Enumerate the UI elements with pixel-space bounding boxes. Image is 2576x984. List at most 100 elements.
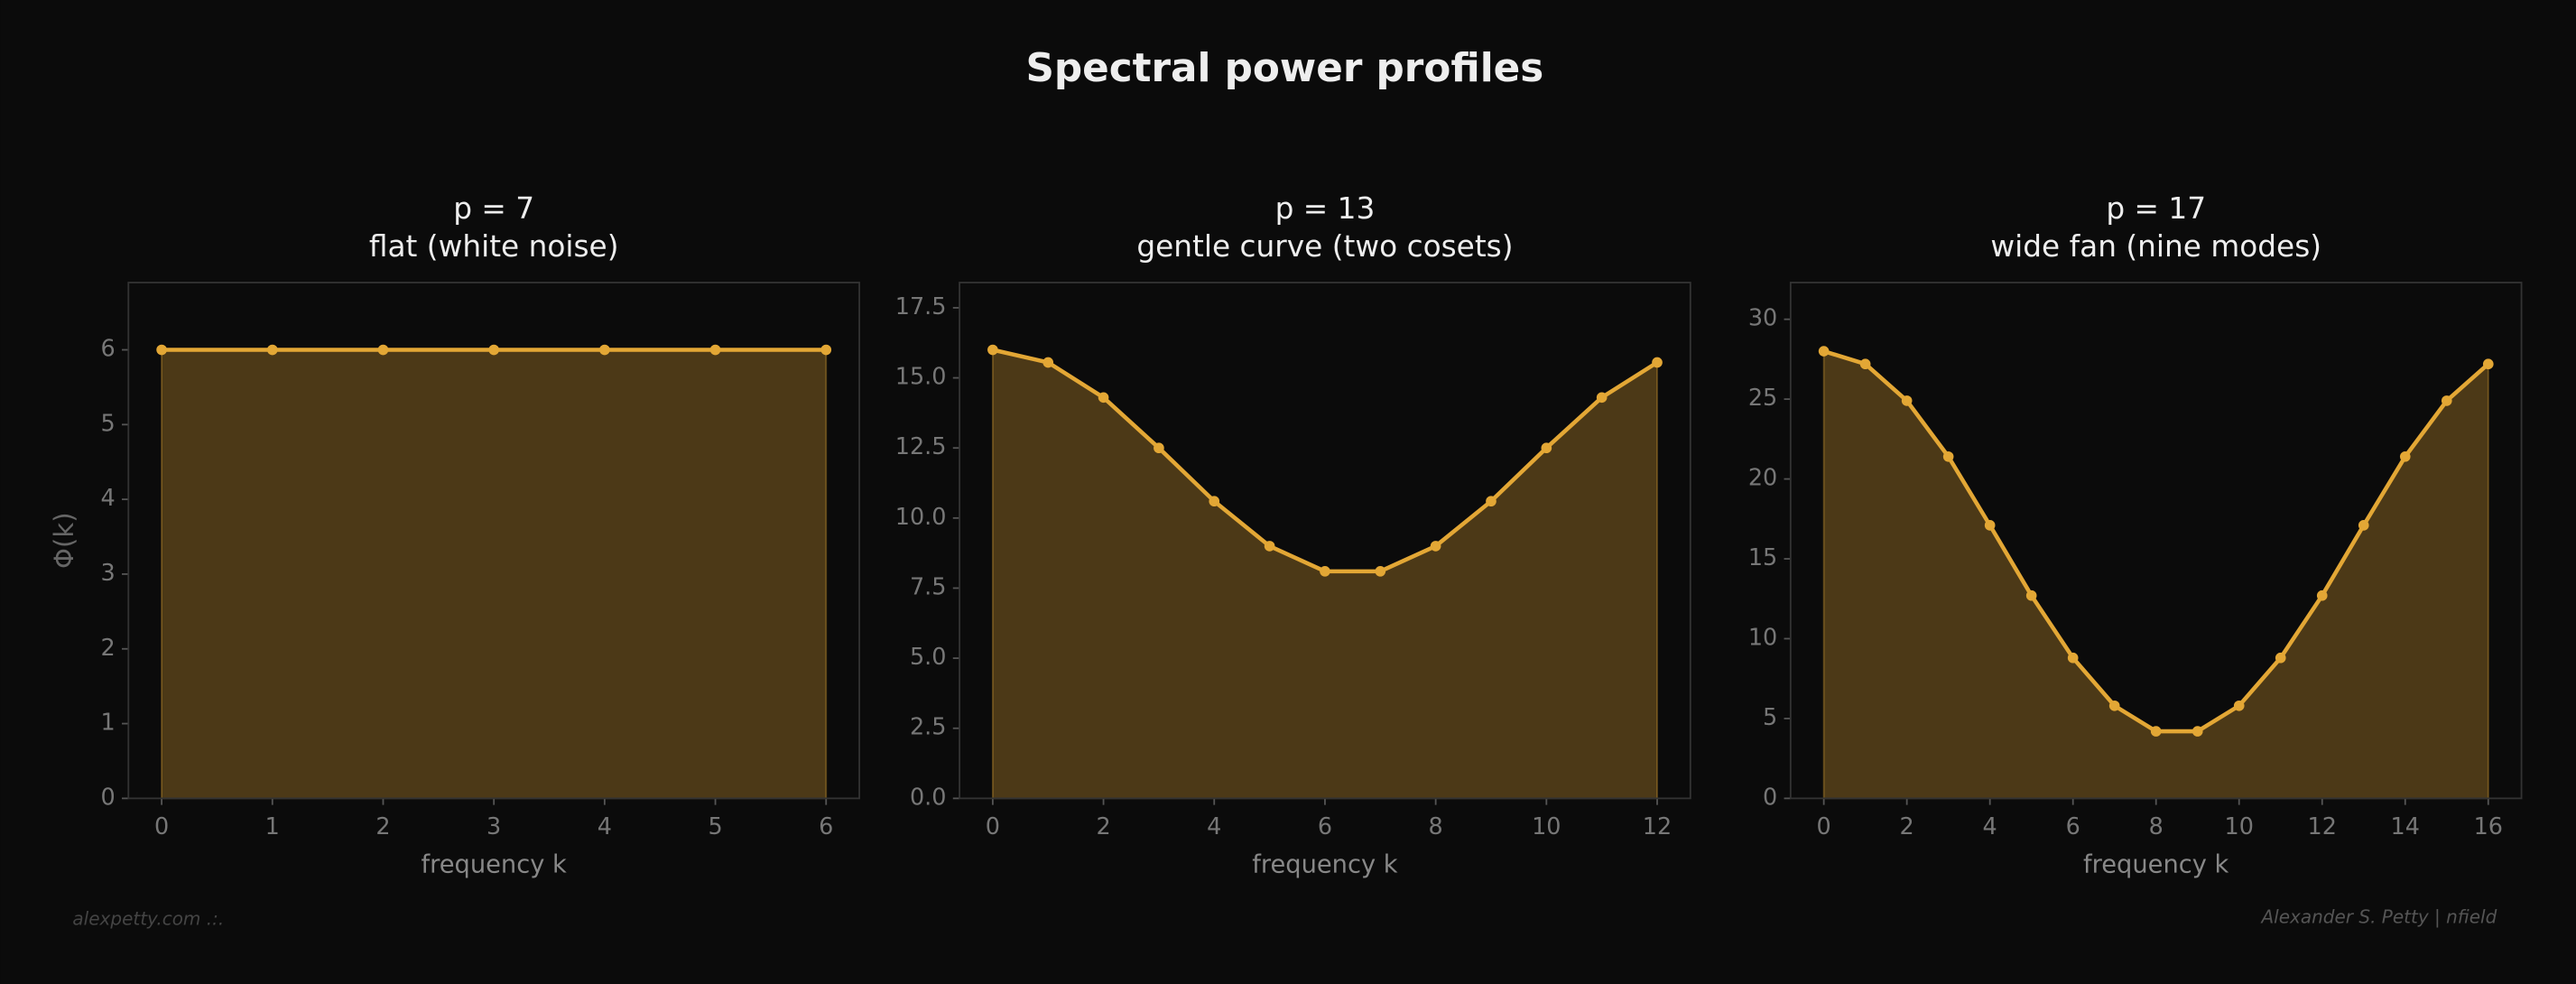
y-tick-label: 0 [101, 784, 116, 811]
point [1596, 392, 1608, 404]
y-tick-label: 20 [1748, 465, 1777, 492]
point [2191, 726, 2203, 737]
point [1486, 496, 1496, 507]
x-tick-label: 10 [1532, 813, 1561, 840]
x-tick-label: 3 [486, 813, 501, 840]
point [2233, 700, 2245, 711]
x-tick-label: 4 [1207, 813, 1221, 840]
point [2399, 450, 2411, 462]
x-tick-label: 8 [1429, 813, 1443, 840]
y-tick-label: 15.0 [895, 364, 947, 391]
point [709, 344, 721, 356]
x-tick-label: 2 [1096, 813, 1110, 840]
x-tick-label: 0 [154, 813, 169, 840]
point [1042, 357, 1054, 368]
y-tick-label: 25 [1748, 385, 1777, 412]
y-tick-label: 6 [101, 336, 116, 363]
x-tick-label: 12 [2308, 813, 2337, 840]
y-tick-label: 5 [1763, 704, 1777, 731]
x-tick-label: 4 [598, 813, 612, 840]
y-tick-label: 17.5 [895, 293, 947, 320]
y-tick-label: 5 [101, 410, 116, 437]
x-tick-label: 6 [2066, 813, 2080, 840]
point [2025, 589, 2037, 601]
x-axis-label: frequency k [1252, 850, 1398, 878]
x-axis-label: frequency k [422, 850, 568, 878]
point [1652, 357, 1663, 368]
axes-frame [1789, 282, 2523, 800]
y-tick-label: 7.5 [910, 573, 947, 600]
x-tick-label: 6 [1318, 813, 1332, 840]
axes-frame [959, 282, 1691, 800]
y-tick-label: 4 [101, 485, 116, 512]
x-tick-label: 2 [1900, 813, 1914, 840]
x-tick-label: 12 [1643, 813, 1672, 840]
point [2150, 726, 2162, 737]
point [2482, 358, 2494, 370]
x-tick-label: 4 [1983, 813, 1997, 840]
y-tick-label: 10.0 [895, 504, 947, 531]
y-tick-label: 3 [101, 560, 116, 587]
point [1942, 450, 1954, 462]
x-tick-label: 14 [2391, 813, 2420, 840]
x-tick-label: 6 [819, 813, 833, 840]
point [1984, 520, 1996, 531]
y-tick-label: 10 [1748, 624, 1777, 651]
y-tick-label: 2.5 [910, 714, 947, 741]
point [156, 344, 167, 356]
point [2067, 652, 2079, 664]
point [1209, 496, 1220, 507]
point [266, 344, 278, 356]
footer-left: alexpetty.com .:. [72, 908, 224, 930]
x-tick-label: 5 [708, 813, 722, 840]
point [820, 344, 832, 356]
subplot-subtitle: flat (white noise) [369, 229, 619, 264]
point [2358, 520, 2369, 531]
point [1901, 395, 1913, 406]
area-fill [161, 348, 828, 800]
point [488, 344, 499, 356]
x-tick-label: 2 [375, 813, 390, 840]
point [1541, 442, 1552, 454]
x-tick-label: 1 [265, 813, 280, 840]
y-tick-label: 0.0 [910, 784, 947, 811]
figure-title: Spectral power profiles [1025, 45, 1543, 91]
subplot-title: p = 7 [453, 191, 534, 226]
point [1320, 566, 1330, 577]
point [599, 344, 610, 356]
y-tick-label: 5.0 [910, 644, 947, 671]
axes-frame [127, 282, 860, 800]
point [1859, 358, 1871, 370]
point [2441, 395, 2452, 406]
point [2275, 652, 2286, 664]
subplot-subtitle: wide fan (nine modes) [1990, 229, 2321, 264]
y-axis-label: Φ(k) [49, 512, 79, 568]
y-tick-label: 30 [1748, 305, 1777, 332]
point [377, 344, 389, 356]
subplot-title: p = 13 [1275, 191, 1376, 226]
subplot-title: p = 17 [2106, 191, 2206, 226]
x-tick-label: 8 [2149, 813, 2164, 840]
subplot-subtitle: gentle curve (two cosets) [1136, 229, 1513, 264]
x-tick-label: 10 [2225, 813, 2254, 840]
point [2108, 700, 2120, 711]
y-tick-label: 1 [101, 710, 116, 737]
point [987, 344, 998, 356]
x-tick-label: 0 [986, 813, 1000, 840]
point [2316, 589, 2328, 601]
point [1154, 442, 1164, 454]
x-tick-label: 16 [2474, 813, 2503, 840]
y-tick-label: 15 [1748, 544, 1777, 571]
footer-right: Alexander S. Petty | nfield [2260, 906, 2497, 928]
y-tick-label: 2 [101, 635, 116, 662]
x-axis-label: frequency k [2083, 850, 2229, 878]
y-tick-label: 0 [1763, 784, 1777, 811]
x-tick-label: 0 [1817, 813, 1831, 840]
point [1818, 346, 1830, 357]
point [1098, 392, 1109, 404]
point [1430, 541, 1441, 552]
point [1375, 566, 1386, 577]
